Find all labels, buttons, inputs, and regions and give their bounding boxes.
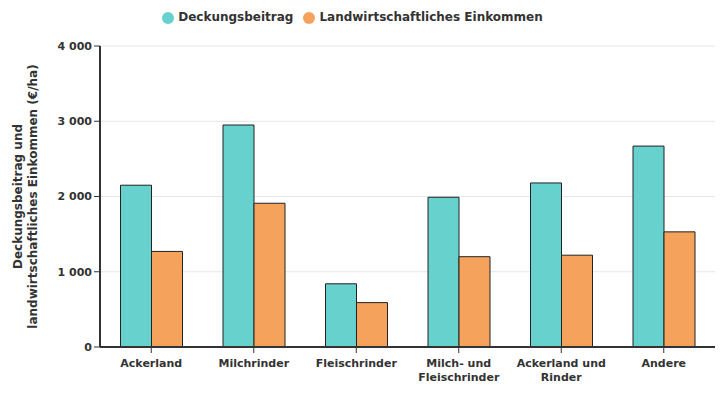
svg-text:3 000: 3 000 (58, 115, 93, 128)
svg-text:Milch- undFleischrinder: Milch- undFleischrinder (418, 357, 500, 384)
svg-text:Milchrinder: Milchrinder (218, 357, 289, 370)
svg-text:1 000: 1 000 (58, 266, 93, 279)
svg-text:Fleischrinder: Fleischrinder (316, 357, 398, 370)
svg-text:2 000: 2 000 (58, 190, 93, 203)
html-text:Deckungsbeitrag: Deckungsbeitrag (178, 10, 294, 24)
svg-text:Ackerland undRinder: Ackerland undRinder (517, 357, 606, 384)
svg-text:0: 0 (84, 341, 92, 354)
svg-text:Deckungsbeitrag undlandwirtsch: Deckungsbeitrag undlandwirtschaftliches … (11, 64, 40, 328)
svg-text:Andere: Andere (641, 357, 686, 370)
html-text:Landwirtschaftliches Einkommen: Landwirtschaftliches Einkommen (319, 10, 543, 24)
svg-text:Ackerland: Ackerland (120, 357, 182, 370)
svg-text:4 000: 4 000 (58, 40, 93, 53)
